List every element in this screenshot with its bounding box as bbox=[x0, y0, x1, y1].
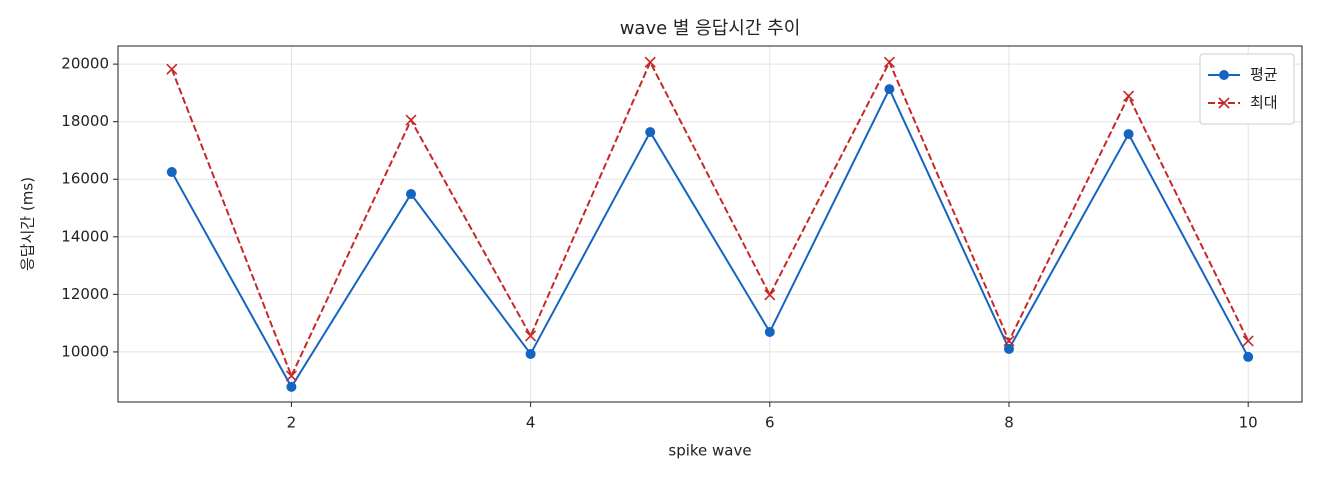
x-tick-label: 2 bbox=[287, 414, 297, 432]
marker bbox=[1003, 343, 1014, 354]
marker bbox=[883, 56, 895, 68]
y-tick-label: 16000 bbox=[61, 170, 109, 188]
marker bbox=[1003, 335, 1015, 347]
marker bbox=[525, 330, 537, 342]
x-tick-label: 8 bbox=[1004, 414, 1014, 432]
x-tick-label: 4 bbox=[526, 414, 536, 432]
y-axis-label: 응답시간 (ms) bbox=[19, 177, 37, 271]
legend-marker bbox=[1219, 70, 1229, 80]
marker bbox=[405, 114, 417, 126]
marker bbox=[764, 326, 775, 337]
marker bbox=[406, 189, 417, 200]
y-tick-label: 12000 bbox=[61, 285, 109, 303]
x-axis-label: spike wave bbox=[668, 442, 751, 460]
marker bbox=[285, 370, 297, 382]
marker bbox=[1123, 129, 1134, 140]
marker bbox=[644, 56, 656, 68]
x-tick-label: 6 bbox=[765, 414, 775, 432]
legend-label: 평균 bbox=[1250, 66, 1278, 84]
marker bbox=[1123, 90, 1135, 102]
series-line bbox=[170, 86, 1250, 389]
marker bbox=[525, 348, 536, 359]
marker bbox=[1243, 351, 1254, 362]
marker bbox=[645, 127, 656, 138]
marker bbox=[764, 289, 776, 301]
legend-label: 최대 bbox=[1250, 94, 1278, 112]
marker bbox=[286, 381, 297, 392]
marker bbox=[1242, 335, 1254, 347]
y-tick-label: 14000 bbox=[61, 227, 109, 245]
legend-marker bbox=[1218, 97, 1230, 109]
x-tick-label: 10 bbox=[1239, 414, 1258, 432]
legend-box bbox=[1199, 53, 1295, 125]
marker bbox=[884, 84, 895, 95]
series-line bbox=[170, 59, 1250, 379]
y-tick-label: 10000 bbox=[61, 342, 109, 360]
marker bbox=[166, 63, 178, 75]
y-tick-label: 18000 bbox=[61, 112, 109, 130]
marker bbox=[166, 167, 177, 178]
y-tick-label: 20000 bbox=[61, 55, 109, 73]
plot-frame bbox=[117, 45, 1303, 403]
chart-title: wave 별 응답시간 추이 bbox=[620, 18, 801, 39]
